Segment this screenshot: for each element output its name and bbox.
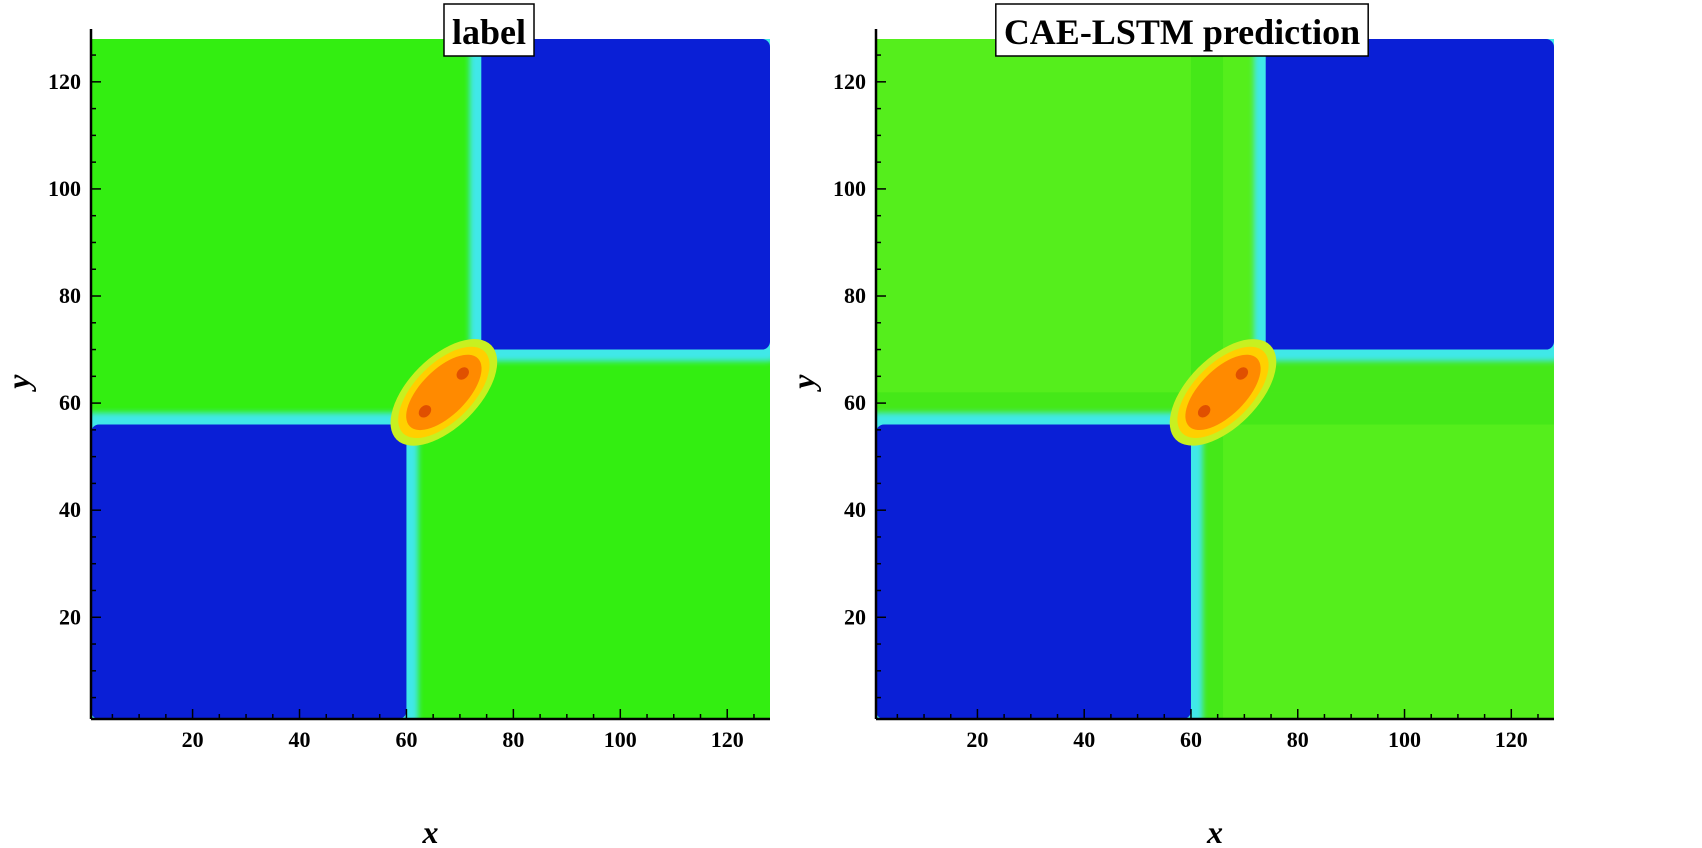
x-tick-label: 20 <box>182 727 204 752</box>
x-tick-label: 100 <box>1388 727 1421 752</box>
x-tick-label: 120 <box>711 727 744 752</box>
x-tick-label: 60 <box>1180 727 1202 752</box>
y-axis-label: y <box>0 374 36 393</box>
y-tick-label: 100 <box>833 176 866 201</box>
y-tick-label: 60 <box>844 390 866 415</box>
y-tick-label: 80 <box>844 283 866 308</box>
hotspot-peak-1 <box>1197 405 1211 418</box>
panel-title: label <box>452 12 526 52</box>
x-tick-label: 40 <box>289 727 311 752</box>
x-tick-label: 120 <box>1495 727 1528 752</box>
low-region-1 <box>91 424 407 719</box>
y-tick-label: 60 <box>59 390 81 415</box>
y-tick-label: 80 <box>59 283 81 308</box>
y-tick-label: 40 <box>59 497 81 522</box>
title-frame <box>443 3 535 57</box>
panel-title-box: label <box>443 3 535 57</box>
y-tick-label: 120 <box>48 69 81 94</box>
y-tick-label: 40 <box>844 497 866 522</box>
x-tick-label: 80 <box>502 727 524 752</box>
x-tick-label: 40 <box>1073 727 1095 752</box>
y-tick-label: 100 <box>48 176 81 201</box>
low-region-2 <box>481 39 770 350</box>
hotspot-peak-2 <box>1235 367 1249 380</box>
low-region-2 <box>1265 39 1554 350</box>
x-tick-label: 20 <box>966 727 988 752</box>
title-frame <box>995 3 1369 57</box>
panel-title: CAE-LSTM prediction <box>1004 12 1360 52</box>
x-tick-label: 80 <box>1287 727 1309 752</box>
x-tick-label: 60 <box>395 727 417 752</box>
x-tick-label: 100 <box>604 727 637 752</box>
y-axis-label: y <box>785 374 821 393</box>
x-axis-label: x <box>1206 814 1223 848</box>
y-tick-label: 20 <box>844 604 866 629</box>
panel-title-box: CAE-LSTM prediction <box>995 3 1369 57</box>
y-tick-label: 20 <box>59 604 81 629</box>
panel-2: 20 40 60 80 100 120 20 40 60 80 100 120 x y CAE-LSTM p… <box>785 3 1554 848</box>
low-region-1 <box>876 424 1191 719</box>
contour-field <box>876 39 1554 719</box>
x-axis-label: x <box>422 814 439 848</box>
contour-field <box>91 39 770 719</box>
y-tick-label: 120 <box>833 69 866 94</box>
panel-1: 20 40 60 80 100 120 20 40 60 80 100 120 x y label <box>0 3 770 848</box>
hotspot-peak-2 <box>456 367 469 380</box>
hotspot-peak-1 <box>418 405 432 418</box>
